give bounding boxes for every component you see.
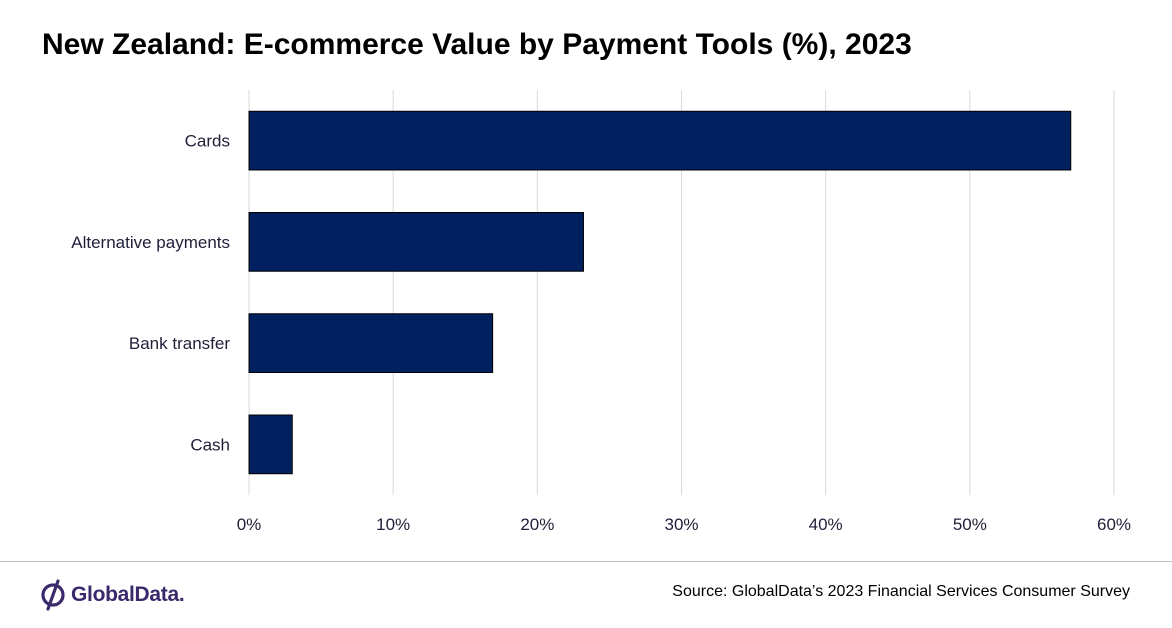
bar: [248, 313, 494, 373]
bar: [248, 414, 293, 475]
footer-divider: [0, 561, 1172, 562]
category-label: Bank transfer: [129, 334, 230, 353]
x-tick-label: 50%: [953, 515, 987, 534]
x-tick-label: 20%: [520, 515, 554, 534]
bar: [248, 212, 584, 272]
bar-chart: 0% 10% 20% 30% 40% 50% 60% Cards Alternative pay…: [71, 90, 1131, 534]
x-tick-label: 0%: [237, 515, 262, 534]
x-tick-label: 30%: [664, 515, 698, 534]
category-label: Alternative payments: [71, 233, 230, 252]
source-note: Source: GlobalData’s 2023 Financial Serv…: [672, 583, 1130, 600]
x-tick-label: 60%: [1097, 515, 1131, 534]
globaldata-logo: GlobalData.: [40, 578, 185, 612]
globaldata-logo-icon: [41, 579, 65, 611]
chart-title: New Zealand: E-commerce Value by Payment…: [42, 28, 912, 61]
bar: [248, 110, 1072, 171]
category-label: Cash: [190, 435, 230, 454]
logo-text: GlobalData.: [71, 583, 185, 606]
x-tick-label: 10%: [376, 515, 410, 534]
category-label: Cards: [185, 132, 230, 151]
x-tick-label: 40%: [809, 515, 843, 534]
